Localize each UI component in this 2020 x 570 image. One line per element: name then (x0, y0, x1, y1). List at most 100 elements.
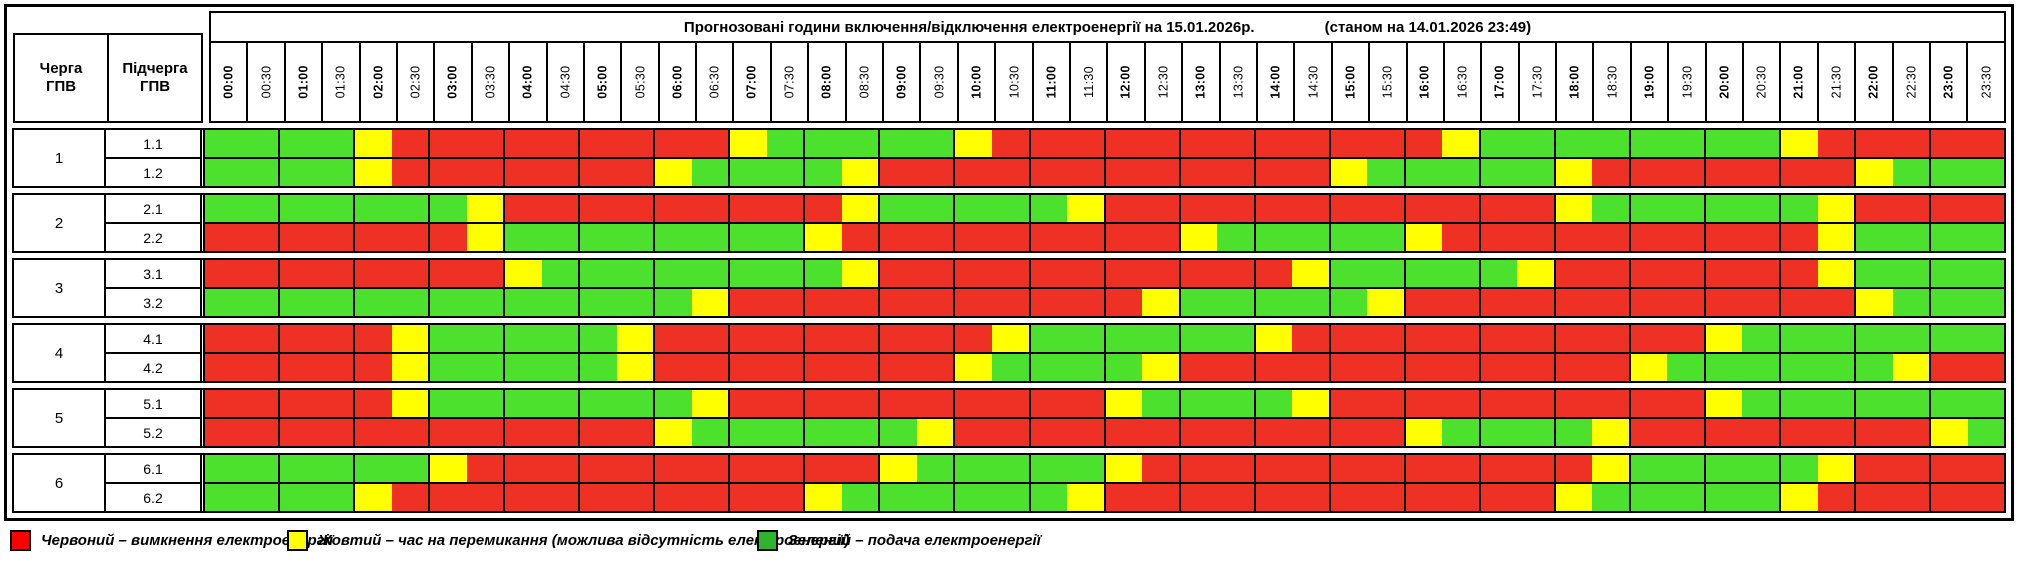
time-slot-label: 04:00 (520, 65, 535, 99)
schedule-cell (730, 419, 767, 446)
time-slot-label: 12:30 (1156, 65, 1171, 99)
schedule-cell (1931, 159, 1968, 186)
schedule-cell (1292, 224, 1329, 251)
schedule-cell (1180, 159, 1218, 186)
schedule-cell (1592, 455, 1629, 482)
hour-cell (1030, 325, 1106, 352)
queue-label: 6 (14, 455, 106, 511)
schedule-cell (1667, 419, 1704, 446)
schedule-cell (280, 354, 317, 381)
schedule-cell (1592, 325, 1629, 352)
schedule-cell (205, 455, 242, 482)
time-slot-label: 03:00 (446, 65, 461, 99)
hour-cell (880, 159, 956, 186)
schedule-cell (1030, 130, 1068, 157)
queue-column-header: Черга ГПВ (15, 35, 109, 121)
schedule-cell (1405, 130, 1443, 157)
schedule-cell (1892, 325, 1930, 352)
schedule-cell (580, 325, 617, 352)
schedule-cell (1180, 289, 1218, 316)
hour-cell (730, 419, 806, 446)
hour-cell (430, 130, 506, 157)
hour-cell (280, 484, 356, 511)
schedule-cell (541, 390, 579, 417)
schedule-cell (1255, 455, 1293, 482)
schedule-cell (1442, 354, 1479, 381)
schedule-cell (1856, 195, 1893, 222)
schedule-cell (466, 484, 504, 511)
schedule-cell (730, 325, 767, 352)
hour-cell (655, 390, 731, 417)
schedule-cell (616, 325, 654, 352)
time-slot-header: 10:00 (959, 43, 997, 121)
hour-cell (655, 419, 731, 446)
schedule-cell (580, 484, 617, 511)
schedule-cell (1480, 354, 1518, 381)
hour-cell (1030, 455, 1106, 482)
time-slot-label: 14:30 (1306, 65, 1321, 99)
schedule-cell (205, 195, 242, 222)
schedule-cell (316, 354, 354, 381)
hour-cell (955, 195, 1031, 222)
schedule-cell (1180, 325, 1218, 352)
schedule-cell (1856, 455, 1893, 482)
subqueue-label: 3.2 (143, 294, 163, 311)
schedule-cell (1517, 484, 1554, 511)
schedule-cell (1517, 260, 1554, 287)
time-slot-label: 16:00 (1418, 65, 1433, 99)
time-slot-header: 00:00 (211, 43, 249, 121)
schedule-cell (391, 159, 429, 186)
hour-cell (1405, 260, 1481, 287)
schedule-cell (316, 260, 354, 287)
hour-cell (1480, 195, 1556, 222)
schedule-cell (241, 130, 279, 157)
time-slot-label: 04:30 (558, 65, 573, 99)
subqueue-label: 4.2 (143, 359, 163, 376)
hour-cell (1780, 224, 1857, 251)
hour-cell (1405, 354, 1481, 381)
hour-cell (1780, 354, 1857, 381)
schedule-cell (880, 390, 917, 417)
hour-cell (655, 260, 731, 287)
schedule-cell (1030, 260, 1068, 287)
schedule-cell (1892, 260, 1930, 287)
hour-cell (1856, 195, 1932, 222)
hour-cell (730, 354, 806, 381)
schedule-cell (1817, 354, 1855, 381)
hour-cell (1180, 354, 1256, 381)
schedule-cell (1667, 455, 1704, 482)
time-slot-label: 00:30 (259, 65, 274, 99)
hour-cell (1030, 419, 1106, 446)
schedule-cell (241, 289, 279, 316)
hour-cell (1180, 130, 1256, 157)
time-slot-label: 10:00 (969, 65, 984, 99)
schedule-cell (466, 390, 504, 417)
schedule-cell (880, 484, 917, 511)
hour-cell (955, 484, 1031, 511)
schedule-cell (1030, 484, 1068, 511)
time-slot-label: 09:30 (932, 65, 947, 99)
hour-cell (880, 224, 956, 251)
schedule-cell (691, 325, 729, 352)
schedule-cell (1030, 289, 1068, 316)
schedule-cell (205, 325, 242, 352)
schedule-cell (355, 419, 392, 446)
hour-cell (655, 484, 731, 511)
schedule-cell (1330, 224, 1368, 251)
schedule-cell (955, 289, 992, 316)
schedule-cell (1630, 289, 1668, 316)
schedule-cell (1367, 260, 1404, 287)
schedule-cell (316, 455, 354, 482)
time-slot-label: 05:00 (595, 65, 610, 99)
schedule-cell (1517, 325, 1554, 352)
table-header: Черга ГПВ Підчерга ГПВ Прогнозовані годи… (12, 11, 2006, 123)
schedule-cell (1742, 159, 1779, 186)
schedule-cell (1217, 354, 1254, 381)
hour-cell (1705, 484, 1781, 511)
schedule-cell (355, 455, 392, 482)
schedule-cell (1330, 289, 1368, 316)
time-slot-header: 20:00 (1707, 43, 1745, 121)
schedule-cell (1967, 195, 2005, 222)
schedule-cell (316, 224, 354, 251)
schedule-cell (992, 325, 1029, 352)
